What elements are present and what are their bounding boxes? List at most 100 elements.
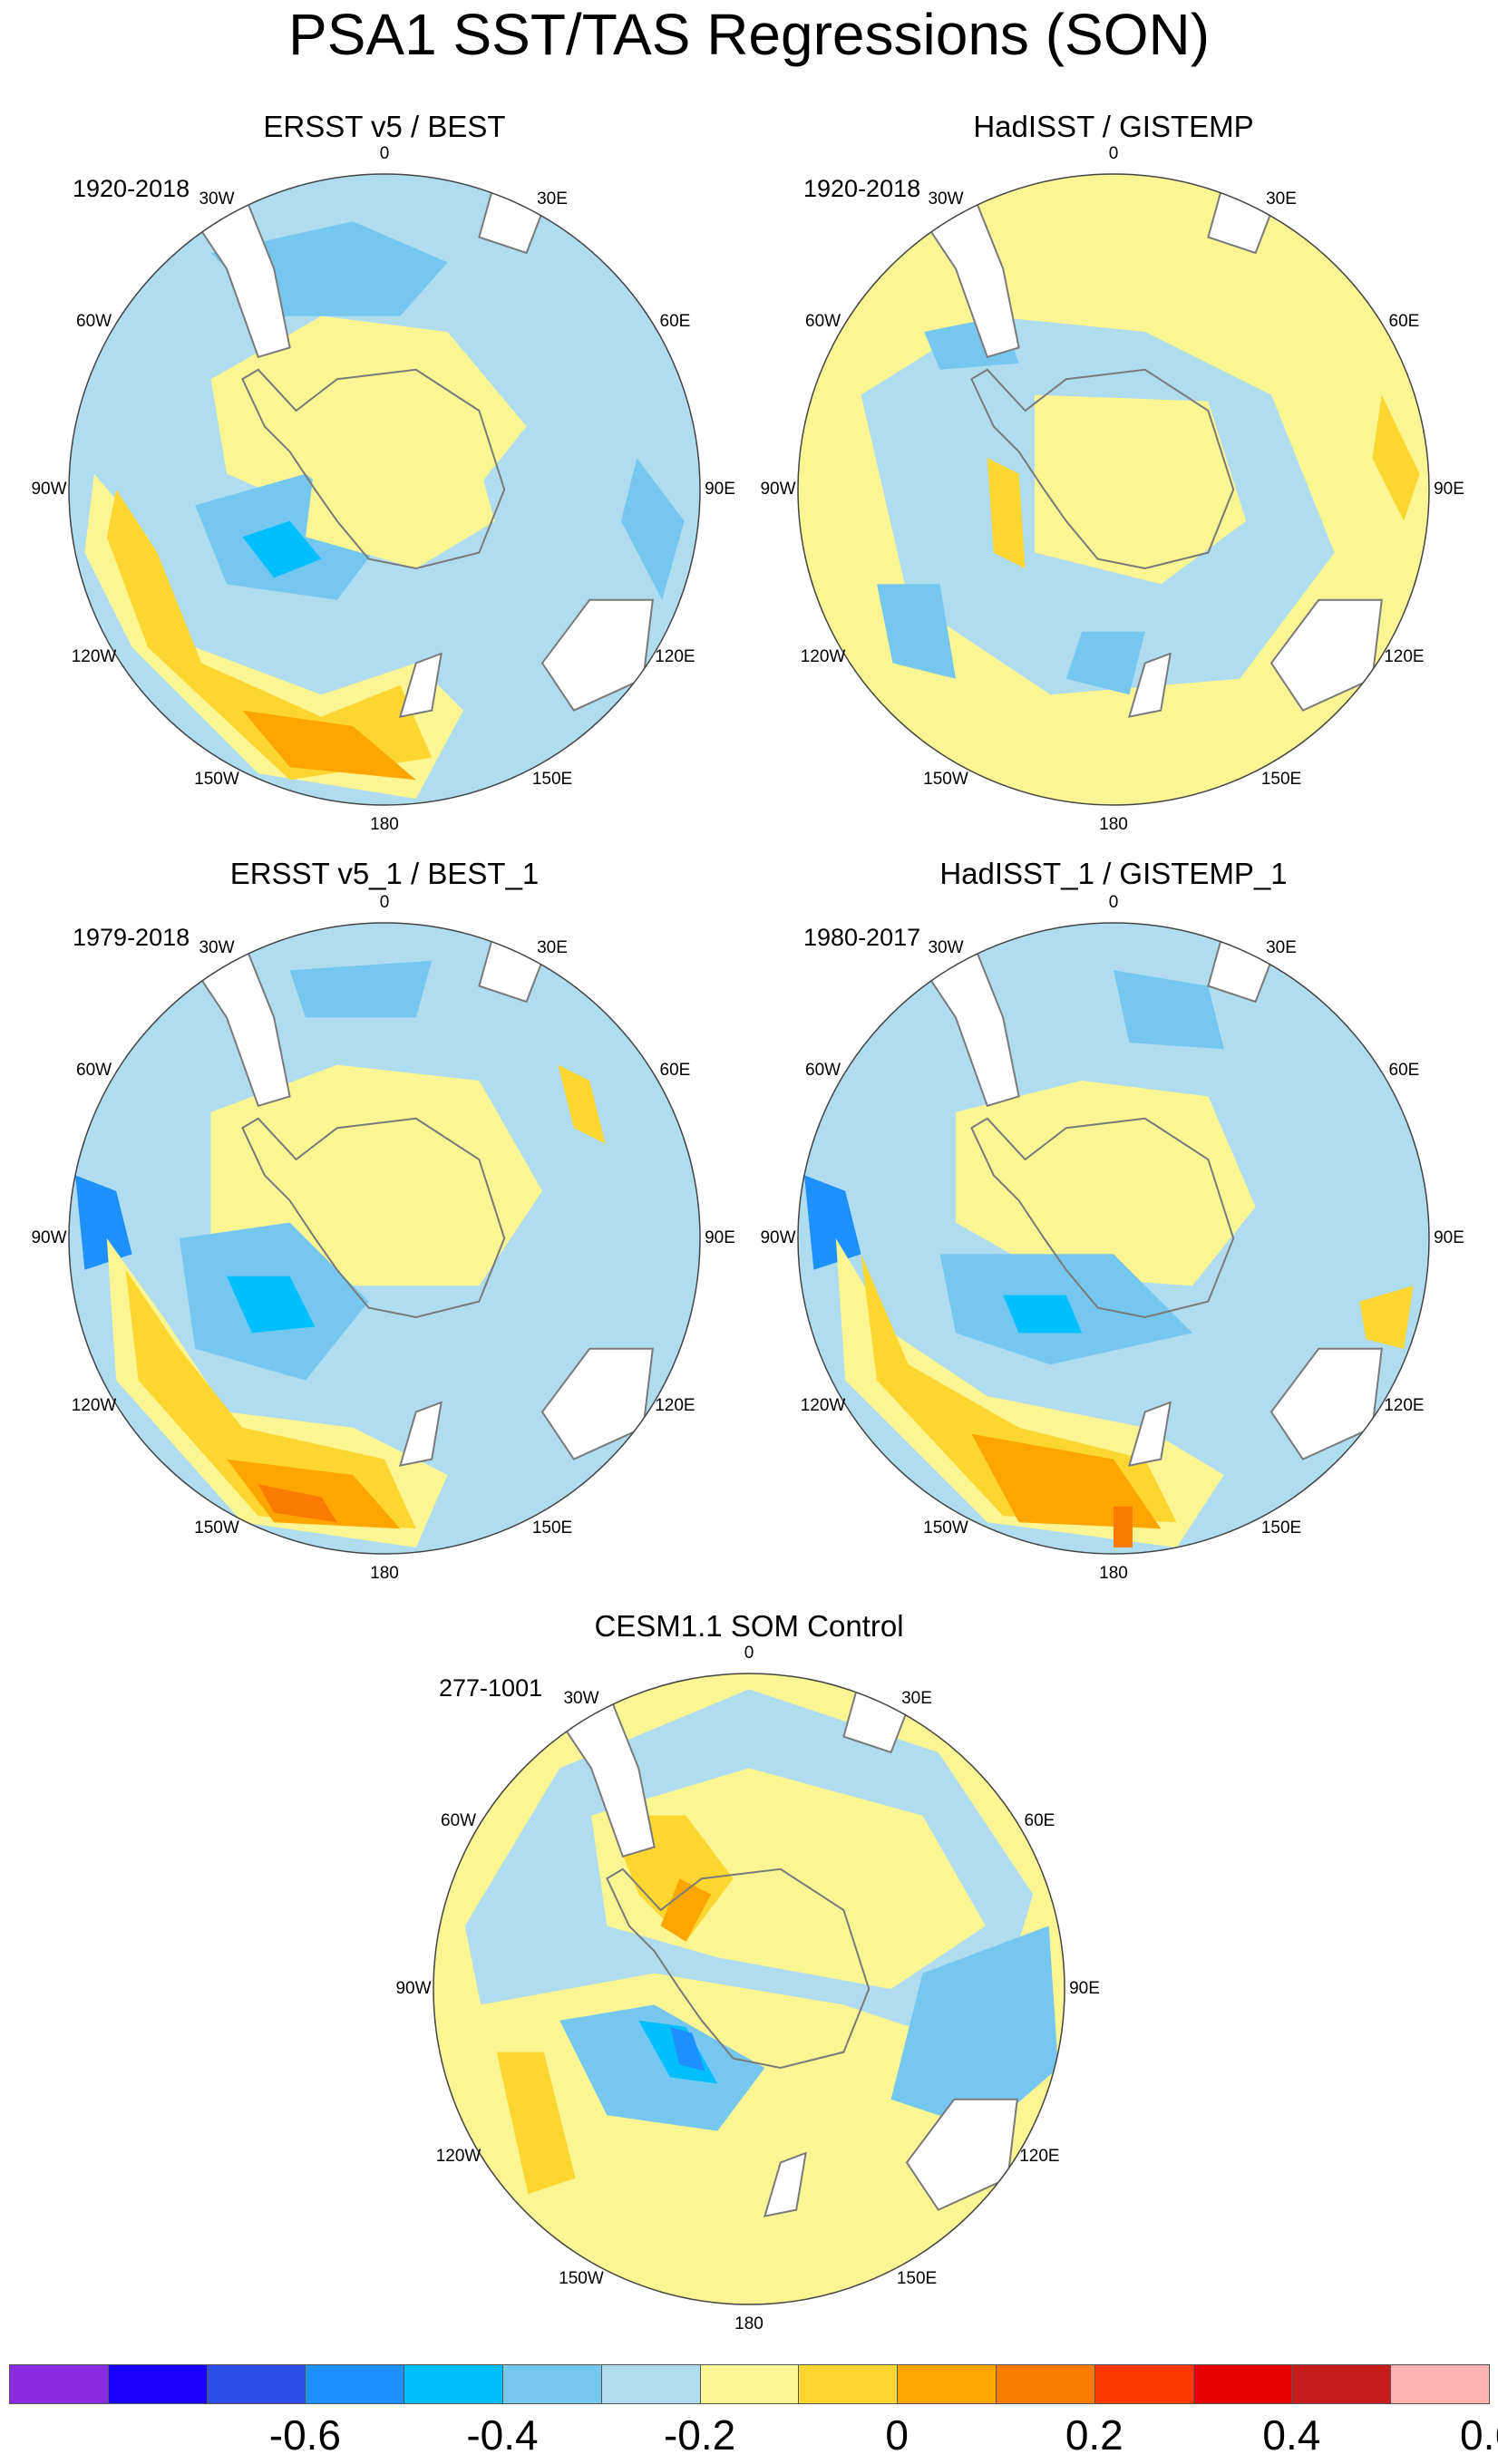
regression-contour — [1114, 1506, 1133, 1547]
map-border — [68, 173, 701, 806]
longitude-label: 60E — [1388, 312, 1420, 331]
regression-contour — [1003, 1295, 1083, 1334]
longitude-label: 150W — [923, 1518, 968, 1538]
land-mask — [1127, 1401, 1172, 1467]
longitude-label: 0 — [1108, 893, 1119, 912]
map-border — [68, 922, 701, 1555]
longitude-label: 0 — [1108, 144, 1119, 163]
longitude-label: 90W — [760, 480, 796, 499]
colorbar-swatch — [1390, 2364, 1490, 2404]
regression-contour — [670, 2026, 705, 2071]
regression-contour — [1035, 394, 1247, 585]
longitude-label: 90W — [395, 1979, 432, 1998]
regression-contour — [289, 960, 433, 1018]
longitude-label: 180 — [370, 815, 399, 834]
land-mask — [398, 652, 443, 718]
longitude-label: 150W — [923, 770, 968, 790]
colorbar-swatch — [600, 2364, 701, 2404]
panel-title: CESM1.1 SOM Control — [594, 1609, 904, 1643]
antarctica-coastline — [970, 368, 1235, 570]
regression-contour — [971, 1433, 1162, 1529]
longitude-label: 30W — [199, 189, 235, 209]
colorbar-label: 0.6 — [1460, 2411, 1498, 2459]
colorbar-swatch — [897, 2364, 997, 2404]
regression-contour — [227, 1276, 316, 1334]
longitude-label: 120W — [435, 2147, 482, 2166]
longitude-label: 60E — [1024, 1811, 1055, 1830]
longitude-label: 60W — [76, 312, 112, 331]
panel-period: 1980-2017 — [803, 924, 921, 951]
colorbar-label: 0.2 — [1065, 2411, 1124, 2459]
colorbar-swatch — [107, 2364, 208, 2404]
colorbar-label: 0 — [885, 2411, 909, 2459]
longitude-label: 90E — [705, 480, 735, 499]
longitude-label: 30E — [1266, 937, 1297, 957]
land-mask — [1269, 598, 1383, 712]
regression-contour — [956, 1081, 1256, 1286]
colorbar — [9, 2364, 1490, 2404]
longitude-label: 120E — [655, 1396, 696, 1415]
figure-title: PSA1 SST/TAS Regressions (SON) — [288, 2, 1210, 67]
regression-contour — [75, 1175, 132, 1270]
regression-contour — [987, 458, 1026, 568]
map-border — [797, 922, 1430, 1555]
longitude-label: 180 — [1099, 815, 1128, 834]
colorbar-label: -0.6 — [268, 2411, 342, 2459]
longitude-label: 60W — [805, 1061, 841, 1080]
colorbar-swatch — [404, 2364, 503, 2404]
panel-period: 277-1001 — [439, 1674, 543, 1702]
regression-contour — [227, 1459, 401, 1529]
longitude-label: 30W — [928, 937, 964, 957]
longitude-label: 0 — [379, 144, 390, 163]
longitude-label: 120W — [71, 1396, 117, 1415]
longitude-label: 90W — [31, 480, 67, 499]
longitude-label: 30W — [563, 1688, 599, 1708]
longitude-label: 180 — [734, 2314, 764, 2333]
antarctica-coastline — [970, 1117, 1235, 1319]
colorbar-swatch — [305, 2364, 405, 2404]
longitude-label: 120E — [655, 647, 696, 666]
land-mask — [763, 2151, 807, 2217]
regression-contour — [804, 1175, 861, 1270]
land-mask — [540, 598, 654, 712]
longitude-label: 150E — [1260, 1518, 1302, 1538]
longitude-label: 150E — [896, 2269, 938, 2289]
map-border — [433, 1673, 1065, 2305]
antarctica-coastline — [606, 1867, 871, 2070]
longitude-label: 0 — [744, 1644, 754, 1663]
colorbar-label: 0.4 — [1262, 2411, 1321, 2459]
regression-contour — [496, 2052, 576, 2195]
regression-contour — [861, 1254, 1177, 1523]
longitude-label: 120W — [800, 647, 846, 666]
longitude-label: 60E — [659, 1061, 691, 1080]
regression-contour — [258, 1484, 337, 1523]
panel-period: 1920-2018 — [803, 175, 921, 202]
regression-contour — [1372, 394, 1420, 521]
longitude-label: 150E — [531, 770, 573, 790]
colorbar-label: -0.4 — [466, 2411, 539, 2459]
regression-contour — [1114, 970, 1224, 1050]
regression-contour — [1359, 1285, 1414, 1349]
longitude-label: 150W — [194, 770, 239, 790]
longitude-label: 150W — [194, 1518, 239, 1538]
antarctica-coastline — [241, 368, 506, 570]
longitude-label: 150W — [559, 2269, 604, 2289]
panel-title: HadISST / GISTEMP — [973, 110, 1254, 143]
regression-contour — [660, 1878, 712, 1942]
land-mask — [540, 1347, 654, 1460]
regression-contour — [242, 520, 322, 578]
colorbar-swatch — [1192, 2364, 1293, 2404]
regression-contour — [559, 2004, 765, 2131]
panel-title: HadISST_1 / GISTEMP_1 — [939, 857, 1288, 890]
longitude-label: 90E — [1069, 1979, 1100, 1998]
longitude-label: 30E — [537, 937, 568, 957]
regression-contour — [242, 710, 416, 781]
land-mask — [398, 1401, 443, 1467]
longitude-label: 60E — [659, 312, 691, 331]
longitude-label: 120E — [1384, 647, 1425, 666]
longitude-label: 30W — [199, 937, 235, 957]
